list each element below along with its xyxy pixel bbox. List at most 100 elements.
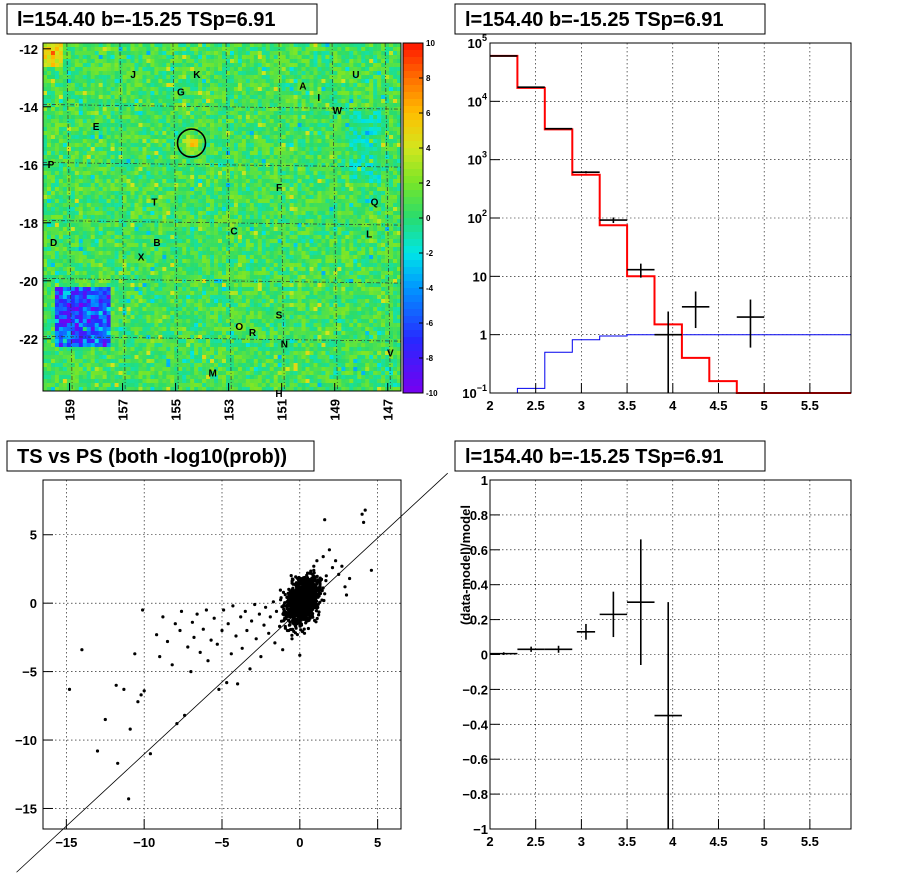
skymap-pixel	[397, 191, 402, 196]
skymap-pixel	[130, 251, 135, 256]
skymap-pixel	[122, 135, 127, 140]
skymap-pixel	[186, 195, 191, 200]
skymap-pixel	[265, 55, 271, 60]
skymap-pixel	[245, 223, 251, 228]
skymap-pixel	[186, 255, 191, 260]
skymap-pixel	[110, 263, 115, 268]
skymap-pixel	[261, 207, 267, 212]
skymap-pixel	[397, 211, 402, 216]
skymap-pixel	[273, 123, 278, 128]
skymap-pixel	[166, 55, 171, 60]
skymap-pixel	[98, 75, 103, 80]
skymap-pixel	[94, 239, 99, 244]
skymap-pixel	[225, 131, 231, 136]
skymap-pixel	[114, 55, 119, 60]
skymap-pixel	[393, 63, 398, 68]
skymap-pixel	[333, 139, 338, 144]
skymap-pixel	[389, 79, 394, 84]
skymap-pixel	[158, 259, 163, 264]
skymap-pixel	[62, 119, 68, 124]
skymap-pixel	[261, 191, 267, 196]
skymap-pixel	[333, 119, 338, 124]
skymap-pixel	[349, 55, 354, 60]
skymap-pixel	[126, 67, 131, 72]
skymap-pixel	[369, 79, 374, 84]
skymap-pixel	[317, 139, 322, 144]
skymap-pixel	[110, 171, 115, 176]
skymap-pixel	[94, 151, 99, 156]
skymap-pixel	[301, 99, 306, 104]
skymap-pixel	[309, 51, 314, 56]
skymap-pixel	[130, 231, 135, 236]
skymap-pixel	[333, 59, 338, 64]
skymap-pixel	[361, 135, 366, 140]
skymap-pixel	[78, 147, 84, 152]
skymap-pixel	[210, 263, 215, 268]
skymap-pixel	[297, 103, 302, 108]
skymap-pixel	[158, 195, 163, 200]
skymap-pixel	[321, 119, 326, 124]
skymap-pixel	[158, 43, 163, 48]
skymap-pixel	[301, 87, 306, 92]
skymap-pixel	[174, 175, 179, 180]
skymap-pixel	[369, 171, 374, 176]
skymap-pixel	[361, 243, 366, 248]
skymap-pixel	[218, 211, 223, 216]
skymap-pixel	[198, 99, 203, 104]
skymap-pixel	[277, 171, 282, 176]
skymap-pixel	[389, 215, 394, 220]
skymap-pixel	[142, 203, 147, 208]
skymap-pixel	[237, 223, 243, 228]
skymap-pixel	[389, 55, 394, 60]
skymap-pixel	[86, 175, 92, 180]
skymap-pixel	[393, 163, 398, 168]
skymap-pixel	[98, 207, 103, 212]
skymap-pixel	[166, 219, 171, 224]
skymap-pixel	[257, 155, 263, 160]
skymap-pixel	[218, 187, 223, 192]
skymap-pixel	[329, 119, 334, 124]
skymap-pixel	[237, 179, 243, 184]
skymap-pixel	[329, 107, 334, 112]
skymap-pixel	[353, 91, 358, 96]
skymap-pixel	[74, 87, 80, 92]
skymap-pixel	[66, 255, 72, 260]
skymap-pixel	[150, 115, 155, 120]
skymap-pixel	[158, 215, 163, 220]
skymap-pixel	[134, 115, 139, 120]
skymap-pixel	[329, 87, 334, 92]
skymap-pixel	[361, 159, 366, 164]
skymap-pixel	[78, 199, 84, 204]
skymap-pixel	[281, 131, 286, 136]
skymap-pixel	[273, 251, 278, 256]
skymap-pixel	[190, 95, 195, 100]
skymap-pixel	[317, 107, 322, 112]
skymap-pixel	[178, 71, 183, 76]
skymap-pixel	[389, 43, 394, 48]
skymap-pixel	[118, 235, 123, 240]
skymap-pixel	[150, 99, 155, 104]
skymap-pixel	[130, 43, 135, 48]
skymap-pixel	[269, 259, 275, 264]
skymap-pixel	[281, 127, 286, 132]
skymap-pixel	[321, 179, 326, 184]
skymap-pixel	[66, 235, 72, 240]
skymap-pixel	[43, 131, 48, 136]
skymap-pixel	[225, 247, 231, 252]
skymap-pixel	[357, 127, 362, 132]
skymap-pixel	[94, 183, 99, 188]
skymap-pixel	[98, 63, 103, 68]
skymap-pixel	[225, 83, 231, 88]
skymap-pixel	[54, 203, 60, 208]
skymap-pixel	[345, 179, 350, 184]
skymap-pixel	[122, 75, 127, 80]
skymap-pixel	[237, 199, 243, 204]
skymap-pixel	[277, 43, 282, 48]
skymap-pixel	[301, 75, 306, 80]
skymap-pixel	[269, 155, 275, 160]
skymap-pixel	[297, 199, 302, 204]
skymap-pixel	[285, 199, 290, 204]
skymap-pixel	[174, 223, 179, 228]
skymap-pixel	[150, 83, 155, 88]
skymap-pixel	[245, 87, 251, 92]
